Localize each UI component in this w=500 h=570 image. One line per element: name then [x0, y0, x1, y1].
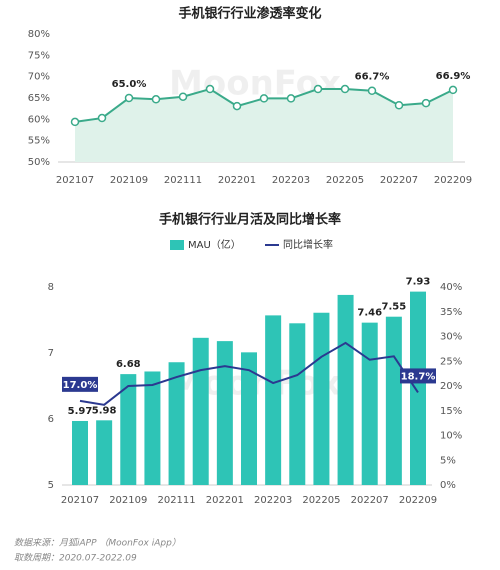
- y2-tick-label: 35%: [440, 307, 462, 318]
- x-tick-label: 202109: [110, 175, 148, 186]
- x-tick-label: 202205: [326, 175, 364, 186]
- y-tick-label: 5: [48, 480, 54, 491]
- y-tick-label: 75%: [28, 50, 50, 61]
- period-note: 取数周期：2020.07-2022.09: [14, 553, 137, 564]
- x-tick-label: 202201: [218, 175, 256, 186]
- point: [70, 117, 80, 127]
- value-label: 65.0%: [112, 79, 147, 90]
- value-label: 6.68: [116, 359, 141, 370]
- value-label: 7.55: [382, 302, 407, 313]
- point: [259, 94, 269, 103]
- point: [286, 94, 296, 103]
- y-tick-label: 8: [48, 282, 54, 293]
- point: [178, 92, 188, 101]
- bar: [337, 294, 354, 485]
- x-tick-label: 202207: [351, 495, 389, 506]
- label-box: [400, 368, 436, 384]
- value-label: 66.7%: [355, 72, 390, 83]
- y-tick-label: 6: [48, 414, 54, 425]
- x-tick-label: 202203: [272, 175, 310, 186]
- x-tick-label: 202207: [380, 175, 418, 186]
- point: [421, 98, 431, 108]
- value-label: 18.7%: [401, 371, 436, 382]
- source-note: 数据来源：月狐iAPP （MoonFox iApp）: [14, 538, 181, 549]
- y2-tick-label: 25%: [440, 356, 462, 367]
- y2-tick-label: 15%: [440, 406, 462, 417]
- y-tick-label: 65%: [28, 93, 50, 104]
- bar: [385, 316, 402, 485]
- bar: [144, 371, 161, 485]
- value-label: 66.9%: [436, 71, 471, 82]
- bar: [192, 337, 209, 485]
- point: [205, 84, 215, 94]
- point: [313, 84, 323, 94]
- x-tick-label: 202107: [61, 495, 99, 506]
- legend-label: 同比增长率: [283, 238, 333, 251]
- legend-label: MAU（亿）: [188, 238, 241, 251]
- bar: [216, 341, 233, 485]
- x-tick-label: 202109: [109, 495, 147, 506]
- value-label: 5.98: [92, 405, 117, 416]
- y2-tick-label: 0%: [440, 480, 456, 491]
- x-tick-label: 202209: [399, 495, 437, 506]
- value-label: 7.46: [357, 308, 382, 319]
- y-tick-label: 50%: [28, 157, 50, 168]
- y-tick-label: 7: [48, 348, 54, 359]
- line: [79, 341, 419, 406]
- bar: [313, 312, 330, 485]
- value-label: 17.0%: [63, 380, 98, 391]
- y-tick-label: 60%: [28, 114, 50, 125]
- value-label: 7.93: [406, 277, 431, 288]
- point: [124, 93, 134, 103]
- point: [394, 101, 404, 110]
- legend-swatch: [170, 240, 184, 250]
- y2-tick-label: 10%: [440, 431, 462, 442]
- bar: [72, 420, 88, 485]
- point: [151, 95, 161, 104]
- y-tick-label: 55%: [28, 136, 50, 147]
- x-tick-label: 202201: [206, 495, 244, 506]
- x-tick-label: 202107: [56, 175, 94, 186]
- bar: [241, 352, 257, 485]
- chart-title: 手机银行行业渗透率变化: [178, 6, 321, 22]
- bar: [120, 374, 137, 485]
- chart-title: 手机银行行业月活及同比增长率: [159, 212, 341, 228]
- area: [75, 89, 453, 162]
- point: [367, 86, 377, 95]
- label-box: [62, 376, 98, 392]
- bar: [361, 322, 378, 485]
- y2-tick-label: 5%: [440, 455, 456, 466]
- x-tick-label: 202205: [302, 495, 340, 506]
- bar: [96, 420, 113, 485]
- y2-tick-label: 40%: [440, 282, 462, 293]
- bar: [410, 291, 426, 485]
- x-tick-label: 202111: [157, 495, 195, 506]
- y2-tick-label: 30%: [440, 332, 462, 343]
- x-tick-label: 202209: [434, 175, 472, 186]
- value-label: 5.97: [68, 406, 93, 417]
- y-tick-label: 80%: [28, 29, 50, 40]
- point: [232, 101, 242, 111]
- bar: [265, 315, 282, 485]
- y2-tick-label: 20%: [440, 381, 462, 392]
- y-tick-label: 70%: [28, 72, 50, 83]
- point: [97, 113, 107, 123]
- x-tick-label: 202111: [164, 175, 202, 186]
- point: [448, 85, 458, 95]
- bar: [168, 362, 185, 485]
- x-tick-label: 202203: [254, 495, 292, 506]
- point: [340, 84, 350, 94]
- bar: [289, 323, 306, 485]
